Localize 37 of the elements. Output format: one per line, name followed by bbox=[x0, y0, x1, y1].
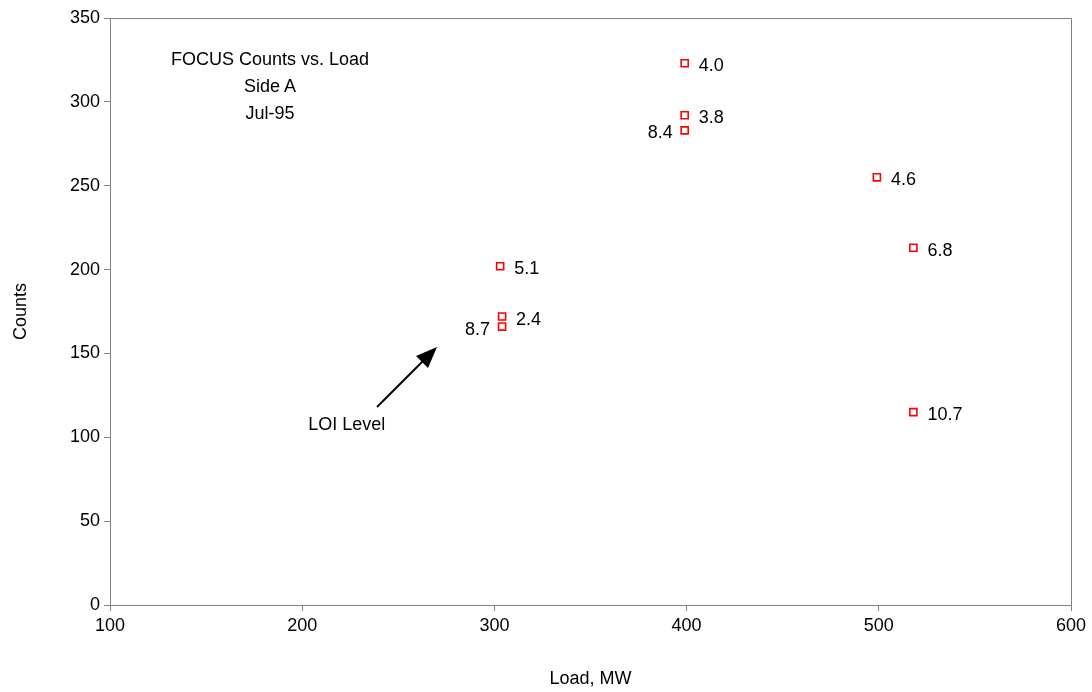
point bbox=[680, 110, 690, 120]
x-tick-label: 300 bbox=[479, 614, 510, 635]
y-tick-label: 0 bbox=[89, 593, 100, 614]
text: FOCUS Counts vs. Load bbox=[170, 48, 370, 69]
y-tick-label: 150 bbox=[69, 342, 100, 363]
y-tick-label: 300 bbox=[69, 90, 100, 111]
x-axis-title: Load, MW bbox=[549, 668, 632, 689]
annotation: 10.7 bbox=[927, 404, 963, 425]
y-tick-label: 350 bbox=[69, 6, 100, 27]
point bbox=[909, 407, 918, 417]
x-tick-label: 400 bbox=[671, 614, 702, 635]
x-tick-label: 100 bbox=[94, 614, 126, 635]
y-tick-label: 200 bbox=[69, 258, 100, 279]
point bbox=[680, 58, 690, 68]
point bbox=[495, 261, 505, 271]
y-axis-title: Counts bbox=[9, 282, 30, 341]
point bbox=[909, 243, 918, 253]
point bbox=[497, 322, 507, 331]
point bbox=[680, 126, 690, 135]
text: Side A Jul-95 bbox=[243, 75, 297, 123]
annotation: 8.4 bbox=[647, 122, 673, 143]
annotation: 8.7 bbox=[465, 318, 491, 339]
y-tick-label: 100 bbox=[69, 426, 100, 447]
x-tick-label: 600 bbox=[1055, 614, 1087, 635]
annotation: 6.8 bbox=[927, 239, 953, 260]
annotation: LOI Level bbox=[308, 413, 386, 435]
y-tick-label: 250 bbox=[69, 174, 100, 195]
annotation: 5.1 bbox=[514, 258, 540, 279]
x-tick-label: 200 bbox=[287, 614, 318, 635]
annotation: 4.6 bbox=[890, 169, 916, 190]
x-tick-label: 500 bbox=[863, 614, 894, 635]
point bbox=[497, 312, 507, 321]
annotation: 3.8 bbox=[698, 107, 724, 128]
annotation: 2.4 bbox=[516, 308, 542, 329]
y-tick-label: 50 bbox=[79, 510, 100, 531]
point bbox=[872, 172, 882, 182]
annotation: 4.0 bbox=[698, 55, 724, 76]
